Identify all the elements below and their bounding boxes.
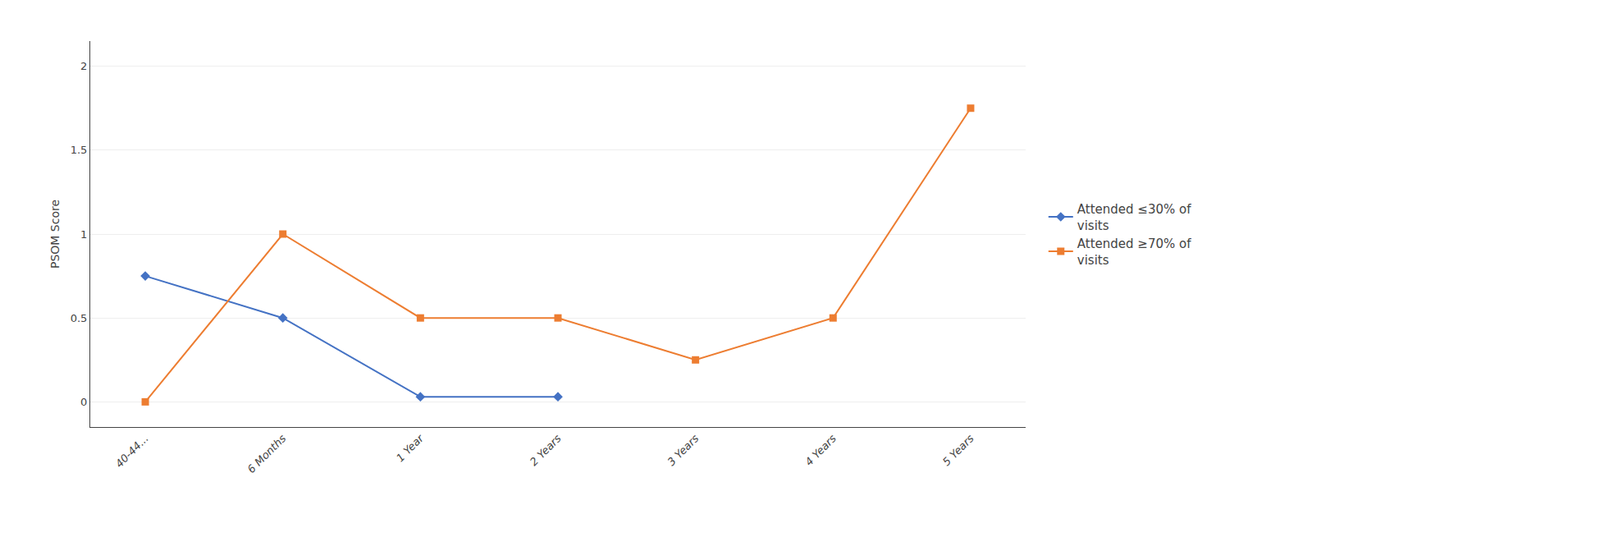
svg-text:1: 1	[80, 228, 87, 241]
svg-text:5 Years: 5 Years	[940, 431, 977, 468]
svg-text:PSOM Score: PSOM Score	[48, 199, 62, 269]
svg-text:0: 0	[80, 395, 87, 408]
svg-text:6 Months: 6 Months	[244, 431, 288, 476]
svg-text:Attended ≤30% ofvisits: Attended ≤30% ofvisits	[1077, 201, 1192, 234]
svg-text:4 Years: 4 Years	[802, 431, 839, 468]
svg-text:40-44...: 40-44...	[113, 431, 151, 470]
svg-text:1.5: 1.5	[70, 143, 88, 156]
svg-text:Attended ≥70% ofvisits: Attended ≥70% ofvisits	[1077, 236, 1192, 268]
svg-text:2: 2	[80, 59, 87, 73]
svg-text:0.5: 0.5	[70, 311, 88, 325]
svg-text:1 Year: 1 Year	[393, 430, 427, 464]
svg-text:3 Years: 3 Years	[665, 431, 702, 468]
svg-text:2 Years: 2 Years	[527, 431, 564, 468]
